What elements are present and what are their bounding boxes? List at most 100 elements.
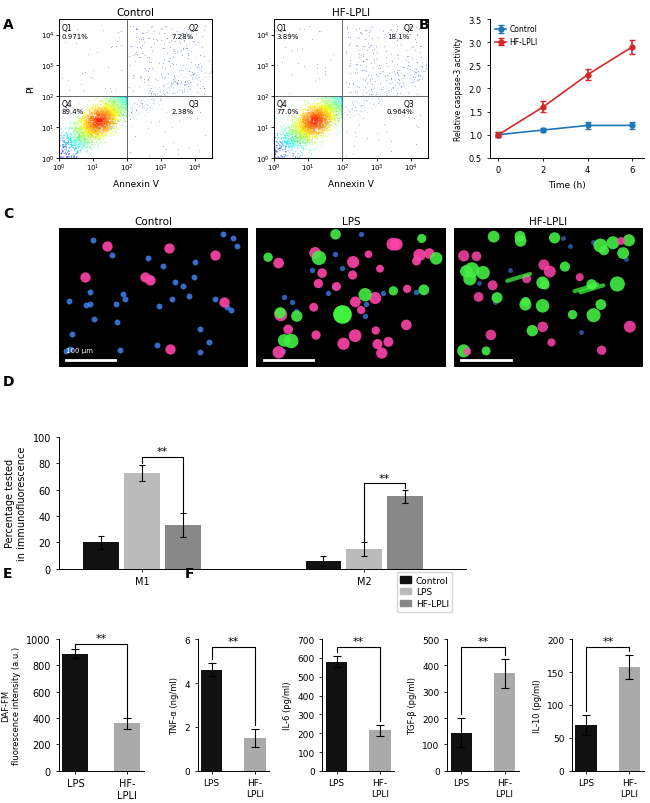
Point: [94, 128, 104, 141]
Point: [90, 115, 101, 128]
Point: [304, 135, 315, 148]
Point: [173, 144, 183, 157]
Point: [280, 136, 290, 149]
Point: [90, 120, 101, 133]
Point: [90, 125, 101, 138]
Point: [328, 99, 338, 112]
Point: [292, 121, 302, 134]
Point: [325, 124, 335, 137]
Point: [313, 107, 323, 120]
Point: [367, 86, 377, 99]
Point: [75, 116, 85, 128]
Point: [281, 128, 292, 141]
Point: [104, 122, 114, 135]
Point: [116, 98, 127, 111]
Point: [314, 112, 324, 124]
Point: [193, 75, 203, 88]
Point: [93, 129, 103, 142]
Point: [394, 64, 404, 77]
Point: [86, 135, 97, 148]
Point: [297, 43, 307, 55]
Point: [305, 98, 315, 111]
Point: [143, 75, 153, 88]
Point: [318, 96, 329, 108]
Point: [62, 128, 73, 141]
Point: [297, 112, 307, 124]
Point: [100, 100, 110, 112]
Point: [91, 121, 101, 134]
Point: [88, 127, 99, 140]
Point: [330, 97, 340, 110]
Point: [101, 106, 112, 119]
Point: [375, 67, 385, 80]
Point: [291, 112, 301, 125]
Point: [317, 115, 328, 128]
Point: [78, 124, 88, 137]
Point: [323, 102, 333, 115]
Point: [272, 142, 282, 155]
Point: [66, 139, 77, 152]
Point: [327, 112, 337, 125]
Point: [170, 36, 180, 49]
Point: [84, 125, 94, 138]
Point: [337, 92, 347, 104]
Point: [121, 92, 131, 104]
Point: [99, 112, 110, 124]
Point: [81, 142, 92, 155]
Point: [318, 102, 329, 115]
Point: [94, 105, 104, 118]
Point: [316, 101, 326, 114]
Point: [94, 124, 105, 137]
Point: [278, 345, 289, 358]
Point: [408, 74, 419, 87]
Point: [301, 117, 311, 130]
Point: [292, 132, 302, 145]
Point: [99, 112, 109, 124]
Point: [287, 128, 297, 141]
Point: [292, 137, 302, 149]
Point: [118, 288, 129, 301]
Point: [107, 124, 117, 137]
Point: [107, 112, 118, 124]
Point: [74, 115, 85, 128]
Point: [95, 120, 105, 132]
Point: [81, 128, 92, 141]
Point: [127, 103, 137, 116]
Point: [329, 99, 339, 112]
Point: [330, 119, 340, 132]
Point: [321, 104, 332, 117]
Point: [383, 71, 393, 84]
Point: [304, 125, 315, 138]
Point: [401, 44, 411, 57]
Point: [98, 130, 108, 143]
Point: [105, 117, 115, 130]
Point: [311, 112, 322, 125]
Point: [92, 115, 102, 128]
Point: [304, 124, 314, 137]
Point: [298, 141, 309, 154]
Point: [333, 97, 343, 110]
Point: [90, 119, 101, 132]
Point: [346, 103, 357, 116]
Point: [121, 92, 131, 105]
Point: [64, 124, 75, 137]
Point: [301, 122, 311, 135]
Point: [515, 235, 526, 248]
Point: [112, 102, 123, 115]
Point: [310, 118, 320, 131]
Point: [333, 103, 344, 116]
Point: [71, 149, 81, 161]
Point: [111, 108, 122, 121]
Point: [60, 141, 70, 154]
Point: [77, 136, 88, 149]
Point: [337, 123, 347, 136]
Point: [80, 132, 90, 145]
Point: [326, 96, 337, 109]
Point: [121, 99, 131, 112]
Point: [337, 92, 347, 104]
Point: [335, 100, 346, 113]
Point: [105, 96, 116, 108]
Point: [90, 128, 101, 141]
Point: [298, 122, 309, 135]
Point: [306, 111, 317, 124]
